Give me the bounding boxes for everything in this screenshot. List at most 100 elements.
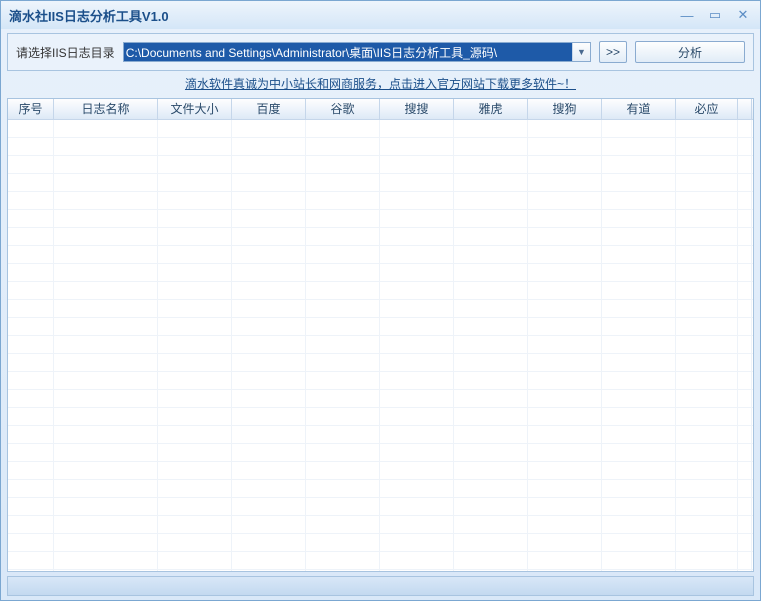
table-row[interactable] (8, 444, 753, 462)
table-cell (232, 408, 306, 425)
table-cell (158, 120, 232, 137)
table-cell (306, 210, 380, 227)
table-cell (454, 300, 528, 317)
minimize-button[interactable]: — (678, 7, 696, 23)
analyze-button[interactable]: 分析 (635, 41, 745, 63)
table-cell (738, 264, 752, 281)
column-header[interactable]: 必应 (676, 99, 738, 119)
table-cell (676, 570, 738, 571)
table-cell (380, 480, 454, 497)
table-row[interactable] (8, 480, 753, 498)
table-cell (454, 246, 528, 263)
table-cell (528, 282, 602, 299)
table-cell (454, 228, 528, 245)
path-input[interactable] (124, 43, 572, 61)
table-cell (676, 138, 738, 155)
table-header: 序号日志名称文件大小百度谷歌搜搜雅虎搜狗有道必应 (8, 99, 753, 120)
table-row[interactable] (8, 246, 753, 264)
column-header[interactable]: 日志名称 (54, 99, 158, 119)
table-cell (602, 552, 676, 569)
promo-link[interactable]: 滴水软件真诚为中小站长和网商服务，点击进入官方网站下载更多软件~！ (185, 77, 576, 91)
column-header[interactable]: 雅虎 (454, 99, 528, 119)
table-row[interactable] (8, 516, 753, 534)
table-row[interactable] (8, 264, 753, 282)
table-row[interactable] (8, 192, 753, 210)
table-row[interactable] (8, 228, 753, 246)
table-row[interactable] (8, 570, 753, 571)
table-cell (158, 354, 232, 371)
maximize-button[interactable]: ▭ (706, 7, 724, 23)
table-cell (306, 444, 380, 461)
table-row[interactable] (8, 498, 753, 516)
table-row[interactable] (8, 138, 753, 156)
table-cell (54, 372, 158, 389)
table-cell (528, 480, 602, 497)
table-cell (528, 120, 602, 137)
table-cell (676, 426, 738, 443)
table-cell (158, 480, 232, 497)
column-header[interactable] (738, 99, 752, 119)
dropdown-arrow-icon[interactable]: ▼ (572, 43, 590, 61)
table-cell (306, 318, 380, 335)
table-row[interactable] (8, 120, 753, 138)
table-cell (232, 192, 306, 209)
table-row[interactable] (8, 426, 753, 444)
table-cell (528, 534, 602, 551)
table-cell (454, 156, 528, 173)
table-cell (528, 516, 602, 533)
table-cell (602, 246, 676, 263)
table-cell (380, 498, 454, 515)
path-combobox[interactable]: ▼ (123, 42, 591, 62)
table-row[interactable] (8, 210, 753, 228)
table-cell (8, 282, 54, 299)
table-cell (8, 426, 54, 443)
column-header[interactable]: 序号 (8, 99, 54, 119)
table-cell (454, 444, 528, 461)
table-row[interactable] (8, 390, 753, 408)
browse-button[interactable]: >> (599, 41, 627, 63)
table-row[interactable] (8, 174, 753, 192)
table-row[interactable] (8, 282, 753, 300)
table-cell (676, 498, 738, 515)
table-cell (738, 498, 752, 515)
table-cell (380, 516, 454, 533)
table-row[interactable] (8, 336, 753, 354)
table-row[interactable] (8, 300, 753, 318)
table-row[interactable] (8, 156, 753, 174)
table-cell (602, 300, 676, 317)
table-cell (454, 552, 528, 569)
column-header[interactable]: 有道 (602, 99, 676, 119)
table-cell (54, 426, 158, 443)
column-header[interactable]: 百度 (232, 99, 306, 119)
table-cell (8, 480, 54, 497)
table-row[interactable] (8, 372, 753, 390)
table-cell (380, 282, 454, 299)
table-cell (528, 210, 602, 227)
table-cell (380, 426, 454, 443)
table-cell (158, 246, 232, 263)
table-row[interactable] (8, 408, 753, 426)
table-row[interactable] (8, 462, 753, 480)
table-cell (528, 426, 602, 443)
column-header[interactable]: 谷歌 (306, 99, 380, 119)
table-cell (232, 498, 306, 515)
table-cell (454, 282, 528, 299)
table-cell (306, 174, 380, 191)
close-button[interactable]: ✕ (734, 7, 752, 23)
table-row[interactable] (8, 534, 753, 552)
table-cell (158, 498, 232, 515)
table-cell (232, 282, 306, 299)
table-row[interactable] (8, 552, 753, 570)
table-cell (602, 498, 676, 515)
table-cell (306, 264, 380, 281)
column-header[interactable]: 搜搜 (380, 99, 454, 119)
table-cell (8, 462, 54, 479)
table-row[interactable] (8, 318, 753, 336)
table-cell (232, 246, 306, 263)
column-header[interactable]: 搜狗 (528, 99, 602, 119)
table-cell (676, 264, 738, 281)
table-cell (306, 426, 380, 443)
table-row[interactable] (8, 354, 753, 372)
table-cell (528, 498, 602, 515)
column-header[interactable]: 文件大小 (158, 99, 232, 119)
